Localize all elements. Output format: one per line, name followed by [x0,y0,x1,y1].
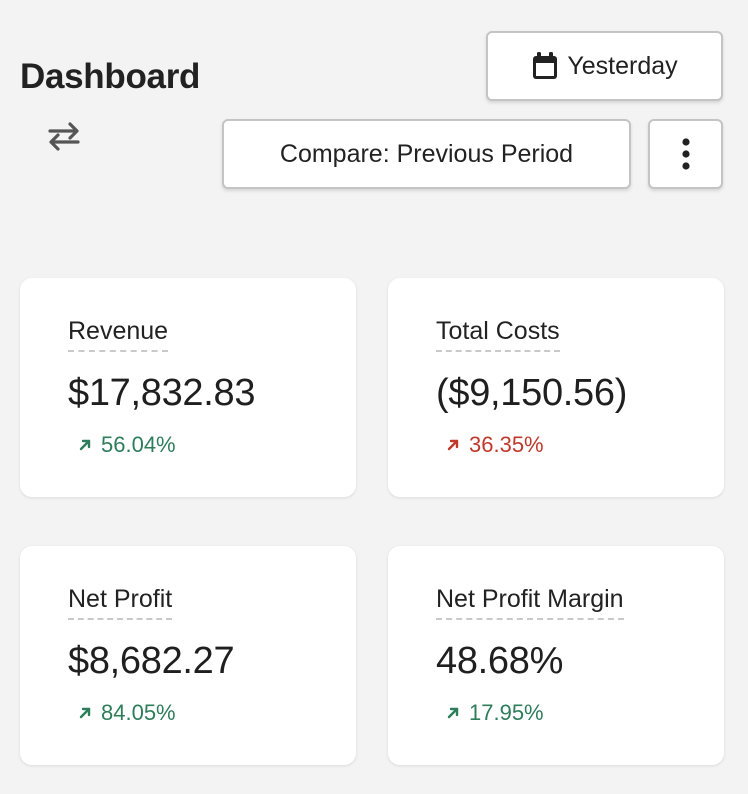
date-range-button[interactable]: Yesterday [486,31,723,101]
metric-change: 56.04% [78,431,176,459]
arrow-up-right-icon [78,438,92,452]
metric-change: 84.05% [78,699,176,727]
metric-change-value: 36.35% [469,432,544,457]
compare-button[interactable]: Compare: Previous Period [222,119,631,189]
page-title: Dashboard [20,57,201,96]
metric-value: ($9,150.56) [436,372,628,414]
arrow-up-right-icon [78,706,92,720]
date-range-label: Yesterday [567,51,678,80]
metric-card-revenue: Revenue $17,832.83 56.04% [20,278,356,497]
metric-label[interactable]: Net Profit [68,584,173,620]
metric-value: 48.68% [436,640,564,682]
metric-card-total-costs: Total Costs ($9,150.56) 36.35% [388,278,724,497]
metric-value: $17,832.83 [68,372,256,414]
arrow-up-right-icon [446,438,460,452]
metric-card-net-profit-margin: Net Profit Margin 48.68% 17.95% [388,546,724,765]
metric-change: 17.95% [446,699,544,727]
more-vertical-icon [681,137,691,171]
metric-change: 36.35% [446,431,544,459]
compare-label: Compare: Previous Period [279,139,574,168]
metric-change-value: 17.95% [469,700,544,725]
metric-label[interactable]: Total Costs [436,316,560,352]
arrow-up-right-icon [446,706,460,720]
metric-label[interactable]: Revenue [68,316,169,352]
metric-change-value: 56.04% [101,432,176,457]
calendar-icon [531,51,559,81]
metric-change-value: 84.05% [101,700,176,725]
metric-value: $8,682.27 [68,640,235,682]
more-options-button[interactable] [648,119,723,189]
metric-label[interactable]: Net Profit Margin [436,584,624,620]
metric-card-net-profit: Net Profit $8,682.27 84.05% [20,546,356,765]
swap-arrows-icon[interactable] [44,118,84,154]
